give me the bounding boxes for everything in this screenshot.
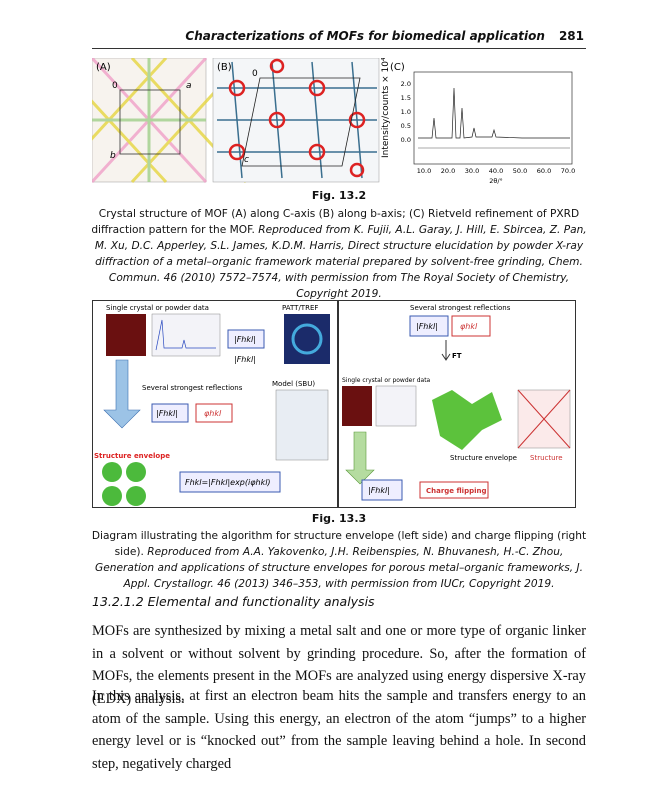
header-rule <box>92 48 586 49</box>
formula: |Fhkl| <box>368 486 390 495</box>
panel-a: (A) a b 0 <box>92 58 248 184</box>
formula: |Fhkl| <box>416 322 438 331</box>
caption-source: Reproduced from K. Fujii, A.L. Garay, J.… <box>94 224 587 300</box>
formula: |Fhkl| <box>234 355 256 364</box>
y-axis-label: Intensity/counts × 10⁴ <box>381 58 391 158</box>
x-tick-label: 50.0 <box>513 167 527 175</box>
y-tick-label: 1.0 <box>401 108 411 116</box>
panel-b: (B) 0 c <box>212 58 380 183</box>
x-tick-label: 60.0 <box>537 167 551 175</box>
axis-label: 0 <box>252 69 258 79</box>
diagram-label: Structure envelope <box>94 452 170 460</box>
panel-label: (A) <box>96 62 111 73</box>
x-tick-label: 10.0 <box>417 167 431 175</box>
diagram-label: Model (SBU) <box>272 380 315 388</box>
y-tick-label: 1.5 <box>401 94 411 102</box>
formula: φhkl <box>204 409 222 418</box>
axis-label: 0 <box>112 81 118 91</box>
diagram-label: PATT/TREF <box>282 304 318 312</box>
diagram-label: Charge flipping <box>426 487 487 495</box>
formula: |Fhkl| <box>156 409 178 418</box>
figure-label: Fig. 13.2 <box>311 189 367 202</box>
x-tick-label: 20.0 <box>441 167 455 175</box>
panel-label: (B) <box>217 62 232 73</box>
axis-label: c <box>244 155 249 165</box>
page-number: 281 <box>558 29 584 43</box>
paragraph: MOFs are synthesized by mixing a metal s… <box>92 623 586 707</box>
y-tick-label: 0.5 <box>401 122 411 130</box>
y-tick-label: 2.0 <box>401 80 411 88</box>
figure-label: Fig. 13.3 <box>311 512 367 525</box>
running-header: Characterizations of MOFs for biomedical… <box>185 29 584 43</box>
diagram-label: Structure <box>530 454 563 462</box>
formula: φhkl <box>460 322 478 331</box>
figure-13-2: (A) a b 0 (B) 0 c (C) Intensity/counts ×… <box>92 58 575 185</box>
y-tick-label: 0.0 <box>401 136 411 144</box>
formula: Fhkl=|Fhkl|exp(iφhkl) <box>185 478 271 487</box>
panel-label: (C) <box>390 62 405 73</box>
paragraph: In this analysis, at first an electron b… <box>92 688 586 772</box>
caption-text: Diagram illustrating the algorithm for s… <box>91 530 587 558</box>
diagram-label: Several strongest reflections <box>410 304 511 312</box>
figure-caption: Diagram illustrating the algorithm for s… <box>86 528 592 592</box>
x-axis-label: 2θ/° <box>489 177 503 185</box>
diagram-label: Several strongest reflections <box>142 384 243 392</box>
x-tick-label: 70.0 <box>561 167 575 175</box>
formula: |Fhkl| <box>234 335 256 344</box>
axis-label: a <box>186 81 192 91</box>
caption-source: Reproduced from A.A. Yakovenko, J.H. Rei… <box>95 546 583 590</box>
x-tick-label: 40.0 <box>489 167 503 175</box>
diagram-label: Single crystal or powder data <box>106 304 209 312</box>
section-heading: 13.2.1.2 Elemental and functionality ana… <box>92 594 375 609</box>
caption-text: Crystal structure of MOF (A) along C-axi… <box>91 208 580 236</box>
axis-label: b <box>110 151 116 161</box>
figure-caption: Crystal structure of MOF (A) along C-axi… <box>86 206 592 302</box>
panel-c: (C) Intensity/counts × 10⁴ 2.0 1.5 1.0 0… <box>381 58 575 185</box>
diagram-label: Single crystal or powder data <box>342 377 431 384</box>
diagram-label: Structure envelope <box>450 454 517 462</box>
x-tick-label: 30.0 <box>465 167 479 175</box>
diagram-label: FT <box>452 352 462 360</box>
figure-13-3: Single crystal or powder data PATT/TREF … <box>92 300 576 508</box>
header-title: Characterizations of MOFs for biomedical… <box>185 29 545 43</box>
